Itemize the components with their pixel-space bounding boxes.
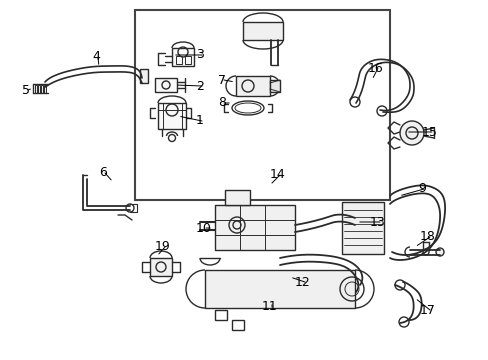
Bar: [341, 202, 383, 254]
Bar: [184, 56, 191, 64]
Text: 17: 17: [419, 303, 435, 316]
Text: 11: 11: [262, 301, 277, 314]
Bar: [158, 103, 185, 129]
Circle shape: [435, 248, 443, 256]
Bar: [176, 56, 182, 64]
Text: 14: 14: [269, 168, 285, 181]
Text: 16: 16: [367, 62, 383, 75]
Text: 2: 2: [196, 80, 203, 93]
Text: 18: 18: [419, 230, 435, 243]
Text: 13: 13: [369, 216, 385, 229]
Text: 4: 4: [92, 50, 100, 63]
Text: 9: 9: [417, 183, 425, 195]
Bar: [231, 320, 244, 330]
Text: 3: 3: [196, 49, 203, 62]
Circle shape: [399, 121, 423, 145]
Text: 6: 6: [99, 166, 107, 180]
Bar: [215, 310, 226, 320]
Text: 15: 15: [421, 126, 437, 139]
Bar: [35, 85, 37, 93]
Bar: [224, 190, 249, 205]
Bar: [140, 69, 148, 83]
Text: 10: 10: [196, 221, 211, 234]
Bar: [243, 22, 283, 40]
Bar: [155, 78, 177, 92]
Bar: [41, 85, 43, 93]
Text: 19: 19: [155, 240, 170, 253]
Bar: [172, 48, 194, 66]
Text: 1: 1: [196, 114, 203, 127]
Bar: [236, 76, 269, 96]
Bar: [204, 270, 354, 308]
Text: 7: 7: [218, 73, 225, 86]
Bar: [215, 205, 294, 250]
Bar: [135, 10, 389, 200]
Text: 8: 8: [218, 96, 225, 109]
Bar: [44, 85, 46, 93]
Bar: [269, 80, 280, 92]
Text: 5: 5: [22, 84, 30, 96]
Bar: [150, 258, 172, 276]
Bar: [38, 85, 40, 93]
Text: 12: 12: [294, 275, 310, 288]
